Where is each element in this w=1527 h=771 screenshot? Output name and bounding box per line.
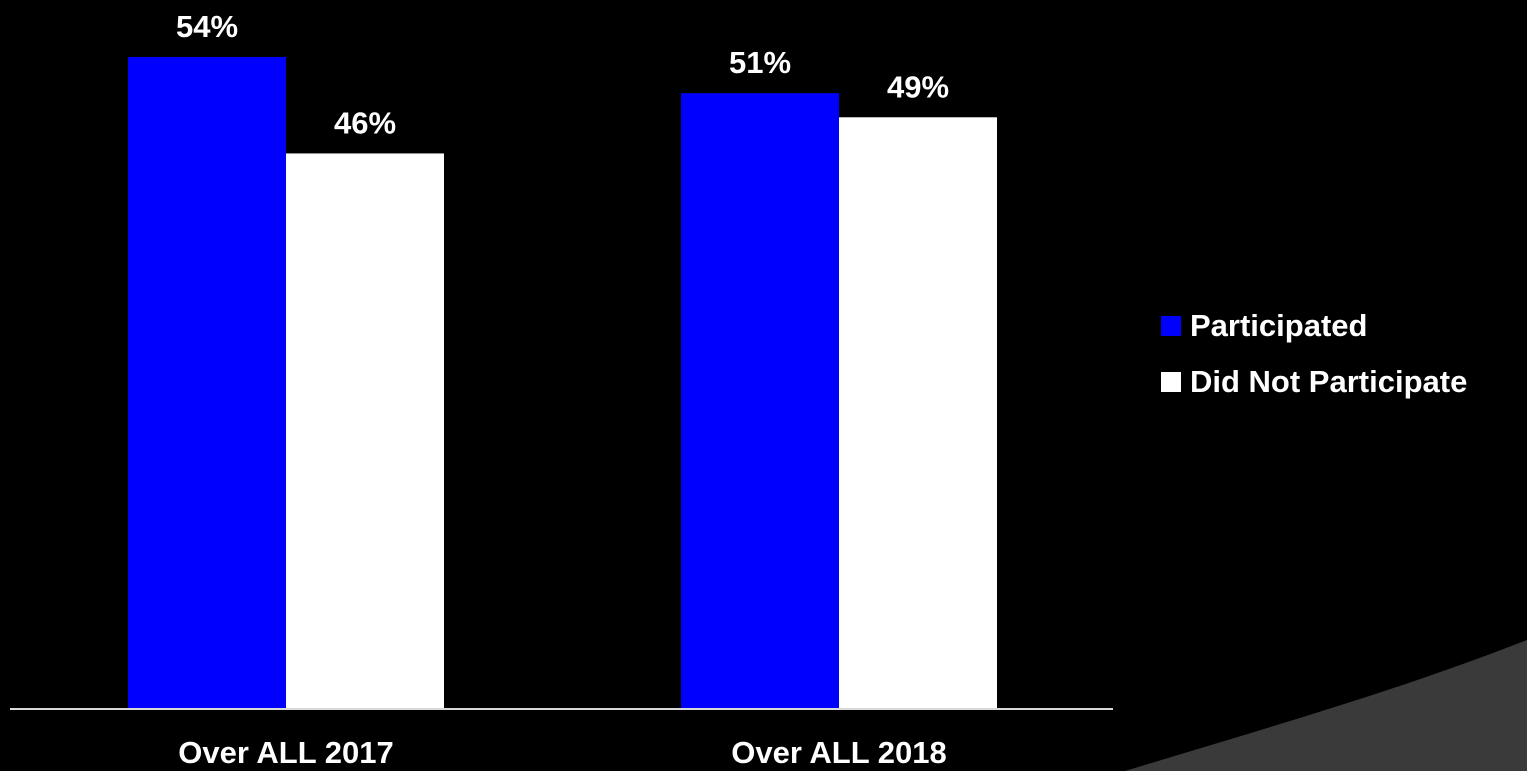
legend-swatch-did-not-participate — [1161, 372, 1181, 392]
bars-group — [128, 57, 997, 709]
bar-value-label: 51% — [729, 45, 791, 80]
bar-did-not-participate-0 — [286, 153, 444, 708]
legend-swatch-participated — [1161, 316, 1181, 336]
bar-participated-0 — [128, 57, 286, 708]
legend-label-did-not-participate: Did Not Participate — [1190, 364, 1467, 399]
bar-did-not-participate-1 — [839, 117, 997, 709]
category-labels: Over ALL 2017 Over ALL 2018 — [178, 735, 946, 770]
bar-value-label: 49% — [887, 69, 949, 104]
bar-participated-1 — [681, 93, 839, 708]
bar-value-label: 46% — [334, 105, 396, 140]
category-label: Over ALL 2018 — [731, 735, 946, 770]
bar-value-labels: 54% 46% 51% 49% — [176, 9, 949, 140]
legend-label-participated: Participated — [1190, 308, 1367, 343]
legend: Participated Did Not Participate — [1161, 308, 1467, 399]
bar-value-label: 54% — [176, 9, 238, 44]
decorative-corner-shape — [1125, 640, 1527, 771]
category-label: Over ALL 2017 — [178, 735, 393, 770]
